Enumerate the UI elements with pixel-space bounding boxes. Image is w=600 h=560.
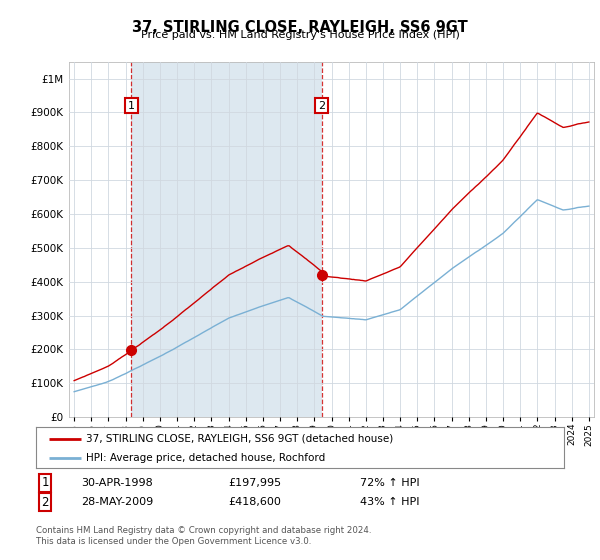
Text: 1: 1 <box>41 476 49 489</box>
Text: 30-APR-1998: 30-APR-1998 <box>81 478 153 488</box>
Text: 28-MAY-2009: 28-MAY-2009 <box>81 497 153 507</box>
Text: HPI: Average price, detached house, Rochford: HPI: Average price, detached house, Roch… <box>86 452 325 463</box>
Text: 43% ↑ HPI: 43% ↑ HPI <box>360 497 419 507</box>
Text: £418,600: £418,600 <box>228 497 281 507</box>
Text: 1: 1 <box>128 101 135 111</box>
Text: 2: 2 <box>41 496 49 509</box>
Text: Contains HM Land Registry data © Crown copyright and database right 2024.
This d: Contains HM Land Registry data © Crown c… <box>36 526 371 546</box>
Text: Price paid vs. HM Land Registry's House Price Index (HPI): Price paid vs. HM Land Registry's House … <box>140 30 460 40</box>
Text: £197,995: £197,995 <box>228 478 281 488</box>
Text: 37, STIRLING CLOSE, RAYLEIGH, SS6 9GT (detached house): 37, STIRLING CLOSE, RAYLEIGH, SS6 9GT (d… <box>86 433 394 444</box>
Text: 37, STIRLING CLOSE, RAYLEIGH, SS6 9GT: 37, STIRLING CLOSE, RAYLEIGH, SS6 9GT <box>132 20 468 35</box>
Text: 2: 2 <box>318 101 325 111</box>
Text: 72% ↑ HPI: 72% ↑ HPI <box>360 478 419 488</box>
Bar <box>131 62 322 417</box>
